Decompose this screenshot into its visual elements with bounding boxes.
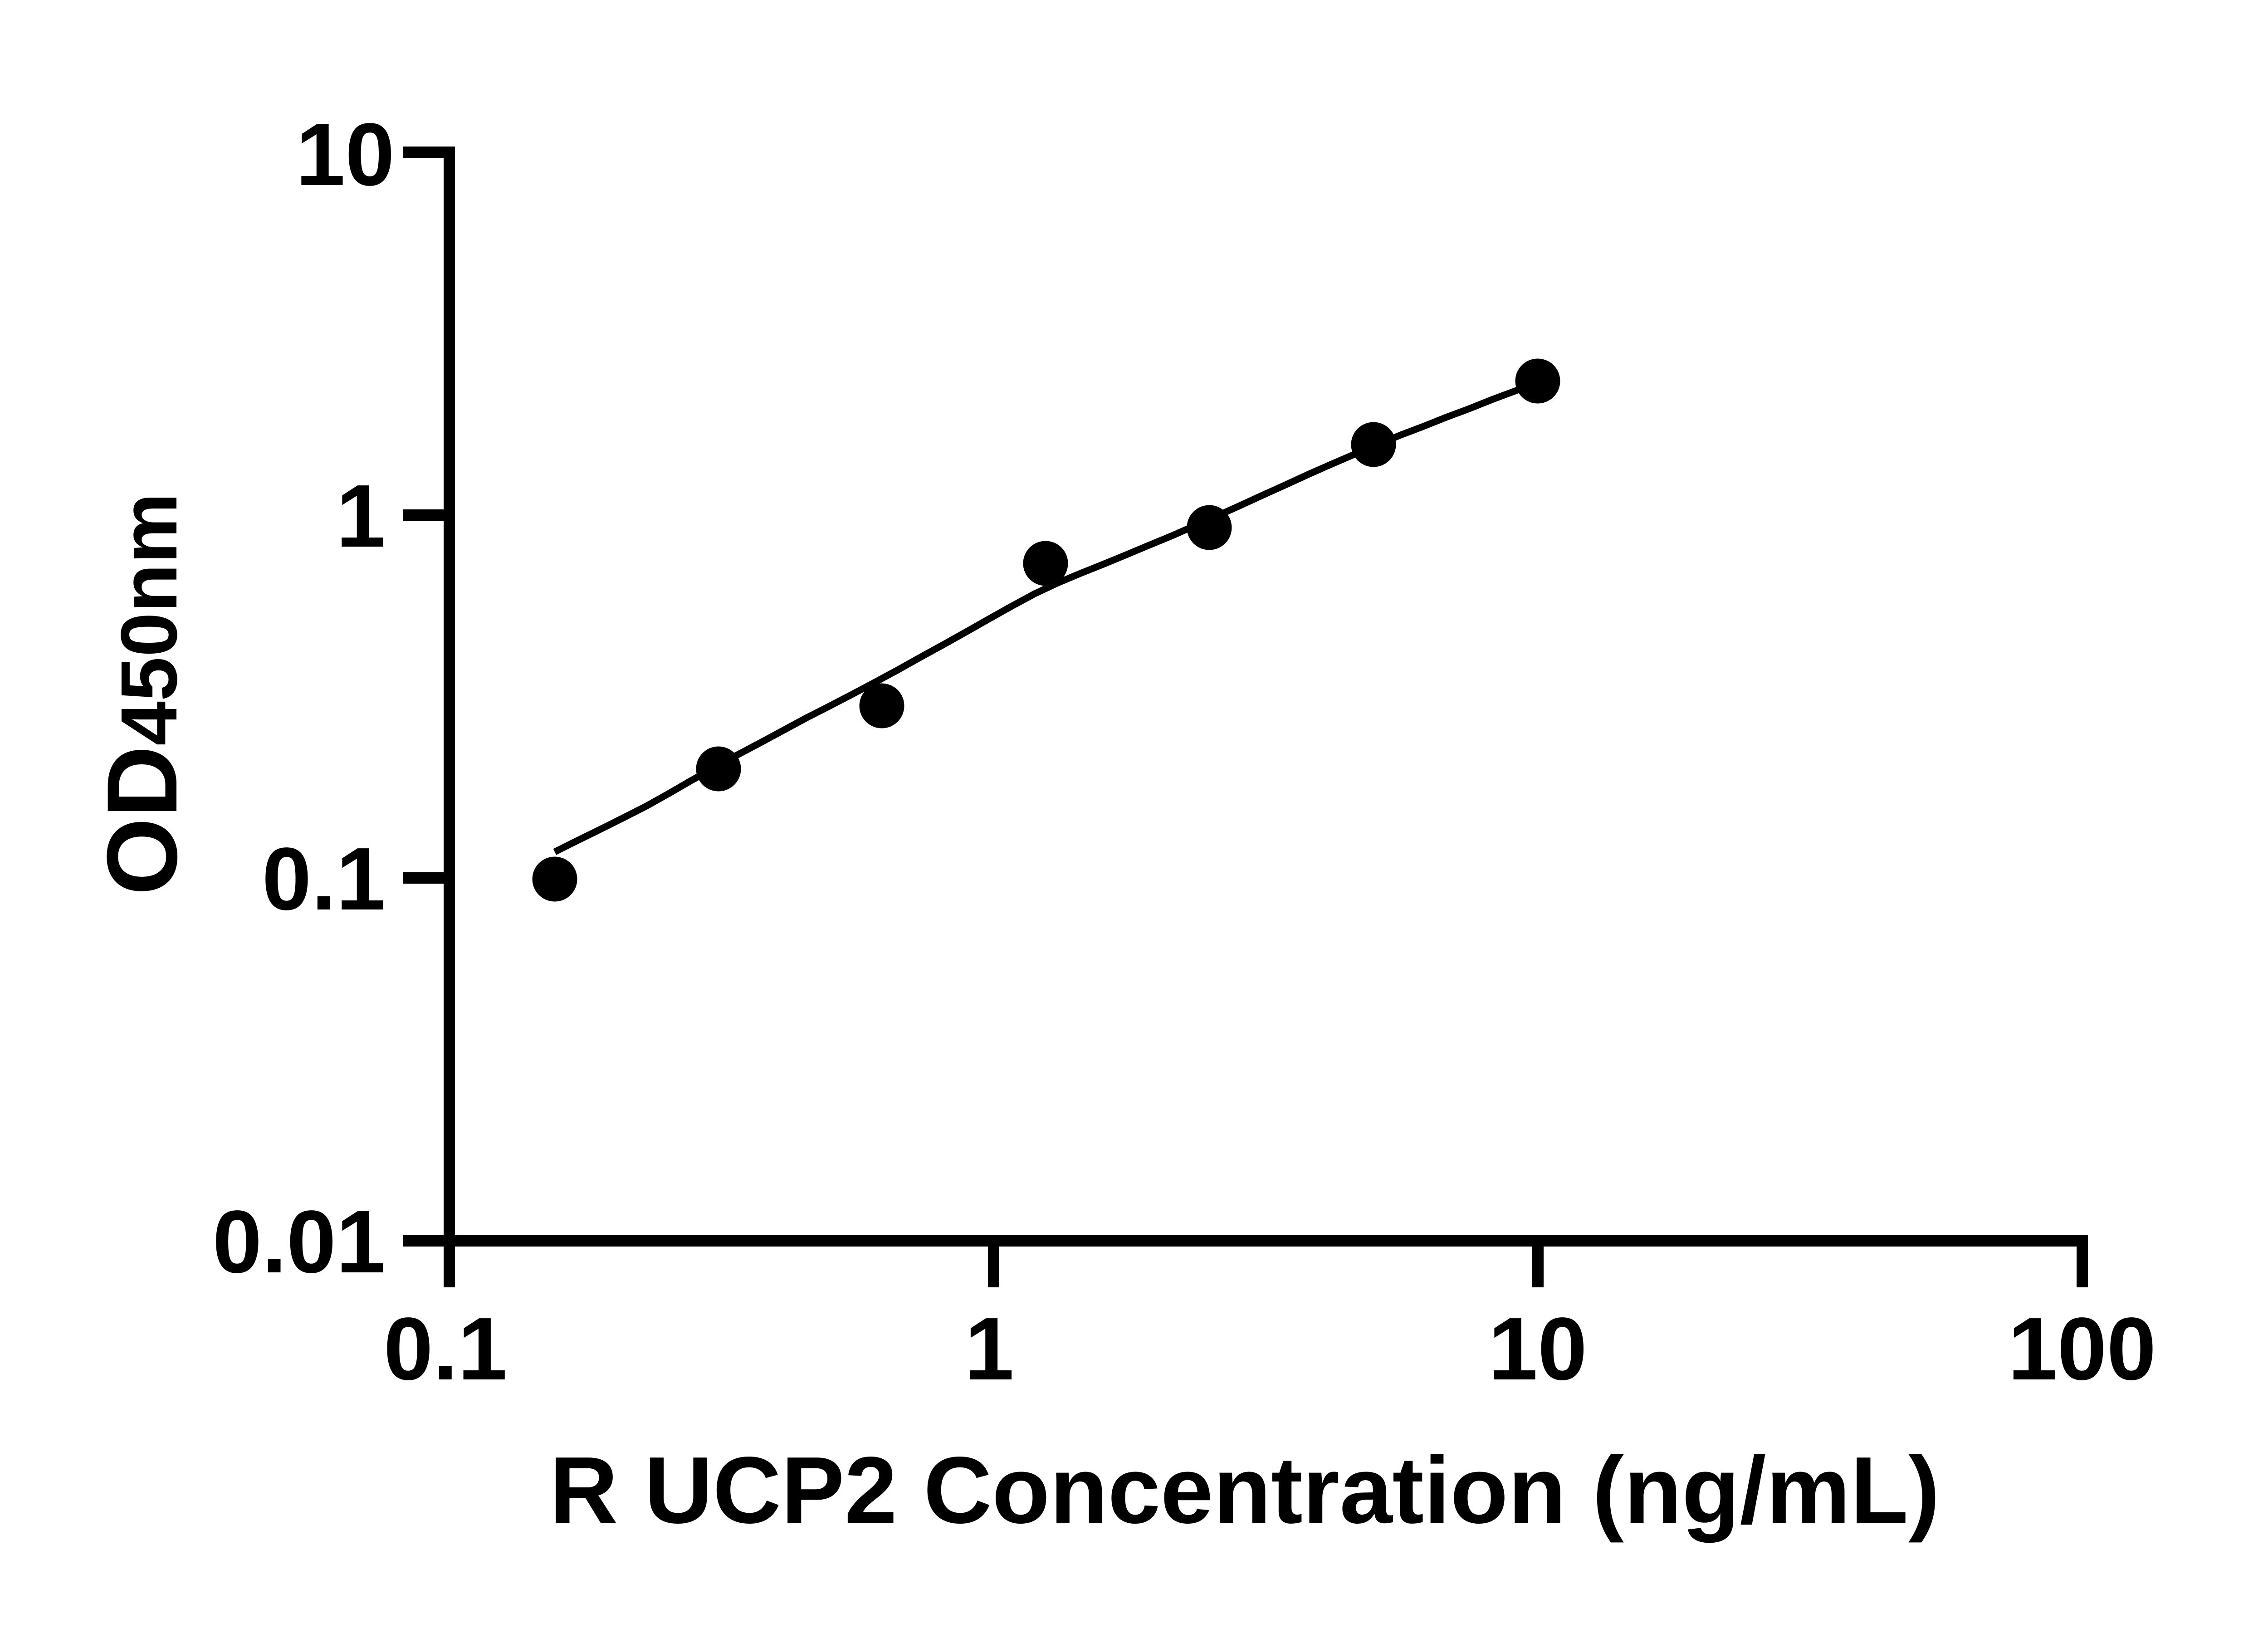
svg-text:100: 100 — [2008, 1299, 2156, 1398]
svg-text:10: 10 — [1488, 1299, 1587, 1398]
svg-text:1: 1 — [964, 1299, 1014, 1398]
svg-text:10: 10 — [296, 105, 395, 204]
svg-text:0.01: 0.01 — [213, 1192, 386, 1291]
svg-text:OD450nm: OD450nm — [86, 493, 198, 895]
svg-text:R UCP2 Concentration (ng/mL): R UCP2 Concentration (ng/mL) — [549, 1437, 1940, 1543]
svg-text:1: 1 — [336, 466, 386, 566]
svg-text:0.1: 0.1 — [262, 829, 386, 929]
svg-text:0.1: 0.1 — [384, 1299, 507, 1398]
